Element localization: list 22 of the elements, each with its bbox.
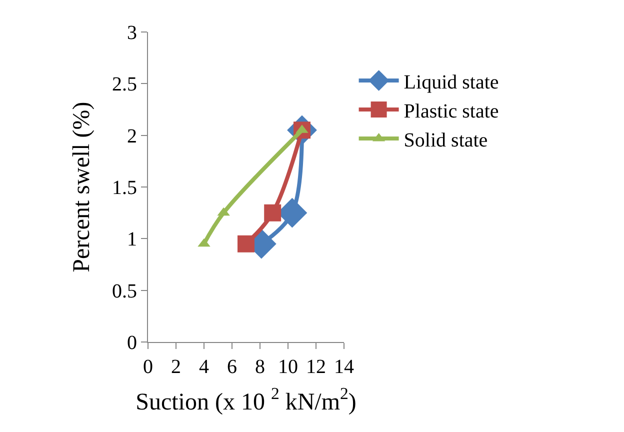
y-tick-label: 1: [127, 228, 137, 251]
x-axis-title: Suction (x 10 $^{2}$ kN/m$^{2}$): [136, 384, 356, 416]
point: [238, 235, 254, 252]
y-tick-label: 2: [127, 125, 137, 148]
x-tick-label: 6: [227, 356, 237, 378]
x-tick-label: 14: [334, 356, 354, 378]
y-tick-label: 0.5: [112, 280, 137, 302]
x-tick-label: 8: [255, 356, 265, 378]
point: [264, 204, 282, 222]
x-tick-label: 12: [306, 356, 326, 378]
y-tick-label: 3: [127, 22, 137, 44]
legend-label: Solid state: [404, 129, 488, 152]
x-tick-label: 4: [199, 356, 209, 378]
legend-label: Plastic state: [404, 100, 499, 122]
x-tick-label: 0: [143, 356, 153, 378]
x-tick-label: 10: [278, 356, 298, 378]
y-tick-label: 1.5: [112, 177, 137, 199]
y-tick-label: 2.5: [112, 74, 137, 96]
y-tick-label: 0: [127, 332, 137, 354]
y-axis-title: Percent swell (%): [69, 102, 96, 272]
legend-label: Liquid state: [404, 71, 499, 94]
x-tick-label: 2: [171, 356, 181, 378]
